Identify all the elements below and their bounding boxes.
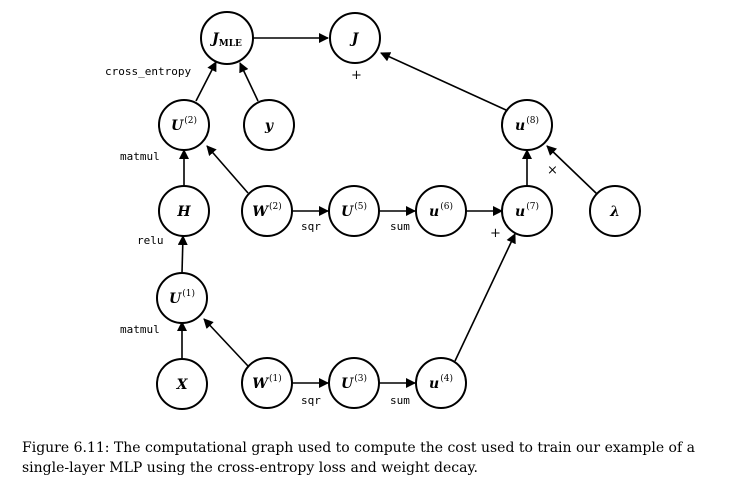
node-u3-circle	[328, 357, 380, 409]
node-j: J	[329, 12, 381, 64]
node-u8-label: u(8)	[515, 115, 539, 134]
node-w1-label: W(1)	[252, 373, 281, 392]
node-u8-circle	[501, 99, 553, 151]
node-w2-superscript: (2)	[269, 201, 282, 212]
node-u2: U(2)	[158, 99, 210, 151]
node-j-label: J	[349, 31, 360, 47]
label-times-u8: ×	[547, 163, 558, 178]
node-u4: u(4)	[415, 357, 467, 409]
node-w2-label: W(2)	[252, 201, 281, 220]
node-jmle: JMLE	[200, 11, 254, 65]
node-u2-label: U(2)	[171, 115, 197, 134]
node-x-label: X	[176, 377, 189, 393]
node-u7: u(7)	[501, 185, 553, 237]
edge-w1-to-u1	[203, 318, 249, 367]
node-y: y	[243, 99, 295, 151]
node-u4-circle	[415, 357, 467, 409]
node-u5-circle	[328, 185, 380, 237]
node-lambda-base: λ	[609, 204, 620, 220]
edge-lambda-to-u8	[546, 145, 598, 195]
node-u2-superscript: (2)	[184, 115, 197, 126]
node-w2: W(2)	[241, 185, 293, 237]
node-u1-base: U	[169, 291, 182, 307]
node-u1-label: U(1)	[169, 288, 195, 307]
label-sqr-top: sqr	[301, 220, 321, 233]
label-plus-j: +	[351, 68, 362, 83]
node-u2-base: U	[171, 118, 184, 134]
node-u7-superscript: (7)	[526, 201, 539, 212]
node-h: H	[158, 185, 210, 237]
edge-u2-to-jmle	[195, 61, 217, 102]
node-u3-base: U	[341, 376, 354, 392]
label-relu: relu	[137, 234, 164, 247]
node-u8-superscript: (8)	[526, 115, 539, 126]
node-u3: U(3)	[328, 357, 380, 409]
node-u7-base: u	[515, 204, 525, 220]
edge-u1-to-h	[177, 235, 188, 274]
node-w1-circle	[241, 357, 293, 409]
node-h-circle	[158, 185, 210, 237]
node-lambda-label: λ	[609, 204, 620, 220]
label-matmul-top: matmul	[120, 150, 160, 163]
node-u1-superscript: (1)	[182, 288, 195, 299]
node-u4-label: u(4)	[429, 373, 453, 392]
node-w2-base: W	[252, 204, 269, 220]
node-jmle-circle	[200, 11, 254, 65]
node-u3-label: U(3)	[341, 373, 367, 392]
node-h-base: H	[176, 204, 191, 220]
node-y-base: y	[264, 118, 274, 134]
node-lambda-circle	[589, 185, 641, 237]
edge-y-to-jmle	[239, 62, 259, 102]
node-u4-superscript: (4)	[440, 373, 453, 384]
label-sqr-bottom: sqr	[301, 394, 321, 407]
node-j-base: J	[349, 31, 360, 47]
edge-u8-to-j	[380, 52, 507, 111]
node-u6-label: u(6)	[429, 201, 453, 220]
node-w1-superscript: (1)	[269, 373, 282, 384]
computational-graph: JMLE JU(2) y u(8)H W(2) U(5) u(6) u(7) λU(1)X W(1…	[105, 11, 641, 410]
node-y-circle	[243, 99, 295, 151]
node-u6-superscript: (6)	[440, 201, 453, 212]
node-w2-circle	[241, 185, 293, 237]
node-u6-circle	[415, 185, 467, 237]
node-u6: u(6)	[415, 185, 467, 237]
node-jmle-label: JMLE	[209, 31, 242, 49]
node-u8-base: u	[515, 118, 525, 134]
node-u1: U(1)	[156, 272, 208, 324]
node-h-label: H	[176, 204, 191, 220]
node-u1-circle	[156, 272, 208, 324]
node-lambda: λ	[589, 185, 641, 237]
node-jmle-subscript: MLE	[219, 39, 242, 49]
node-u5-label: U(5)	[341, 201, 367, 220]
node-u5: U(5)	[328, 185, 380, 237]
figure-caption: Figure 6.11: The computational graph use…	[22, 440, 695, 476]
node-j-circle	[329, 12, 381, 64]
label-plus-u7: +	[490, 226, 501, 241]
node-u2-circle	[158, 99, 210, 151]
node-x-base: X	[176, 377, 189, 393]
edge-w2-to-u2	[206, 145, 249, 194]
node-u6-base: u	[429, 204, 439, 220]
node-u8: u(8)	[501, 99, 553, 151]
node-jmle-base: J	[209, 31, 220, 47]
label-matmul-bottom: matmul	[120, 323, 160, 336]
edge-u4-to-u7	[454, 233, 516, 362]
node-w1: W(1)	[241, 357, 293, 409]
label-sum-top: sum	[390, 220, 410, 233]
node-x: X	[156, 358, 208, 410]
label-sum-bottom: sum	[390, 394, 410, 407]
node-y-label: y	[264, 118, 274, 134]
label-cross-entropy: cross_entropy	[105, 65, 191, 78]
node-u5-superscript: (5)	[354, 201, 367, 212]
node-u4-base: u	[429, 376, 439, 392]
node-u7-label: u(7)	[515, 201, 539, 220]
node-u5-base: U	[341, 204, 354, 220]
node-u7-circle	[501, 185, 553, 237]
node-x-circle	[156, 358, 208, 410]
node-w1-base: W	[252, 376, 269, 392]
node-u3-superscript: (3)	[354, 373, 367, 384]
